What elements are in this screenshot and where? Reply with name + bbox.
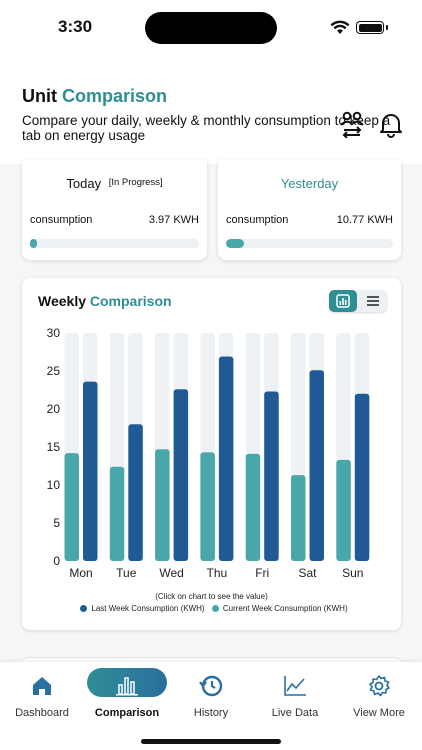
today-consumption-label: consumption — [30, 214, 93, 226]
bar-last-week-sun — [354, 393, 370, 561]
bar-last-week-thu — [218, 356, 234, 561]
tab-live-data[interactable]: Live Data — [253, 672, 337, 719]
yesterday-card[interactable]: Yesterday consumption 10.77 KWH — [218, 160, 401, 260]
bar-last-week-wed — [173, 389, 189, 561]
today-title: Today — [66, 176, 102, 191]
tab-history[interactable]: History — [169, 672, 253, 719]
chart-legend: Last Week Consumption (KWH) Current Week… — [22, 604, 401, 613]
bar-current-week-mon — [64, 453, 79, 561]
yesterday-title: Yesterday — [280, 176, 339, 191]
tab-dashboard[interactable]: Dashboard — [0, 672, 84, 719]
bar-last-week-fri — [264, 391, 279, 561]
y-tick-label: 25 — [47, 364, 61, 378]
list-view-button[interactable] — [359, 290, 387, 312]
weekly-comparison-card: Weekly Comparison 0 5 10 15 20 25 30 Mon Tue Wed T… — [22, 278, 401, 630]
legend-swatch-last-week — [80, 605, 88, 612]
page-subtitle: Compare your daily, weekly & monthly con… — [22, 113, 391, 143]
page-title: Unit Comparison — [22, 86, 168, 106]
bar-last-week-sat — [309, 370, 324, 561]
bar-last-week-mon — [83, 381, 98, 561]
bar-current-week-wed — [155, 449, 170, 561]
status-bar: 3:30 — [0, 0, 422, 56]
today-consumption-value: 3.97 KWH — [148, 214, 199, 226]
yesterday-consumption-value: 10.77 KWH — [336, 214, 393, 226]
bar-current-week-fri — [245, 453, 261, 561]
next-card-edge — [22, 657, 401, 663]
active-tab-indicator — [87, 668, 167, 697]
x-tick-label: Fri — [255, 566, 269, 580]
x-tick-label: Thu — [207, 566, 228, 580]
x-tick-label: Mon — [69, 566, 92, 580]
y-tick-label: 30 — [47, 326, 61, 340]
y-tick-label: 5 — [53, 516, 60, 530]
x-tick-label: Tue — [116, 566, 137, 580]
tab-comparison[interactable]: Comparison — [85, 672, 169, 719]
in-progress-badge: [In Progress] — [108, 177, 163, 188]
x-tick-label: Sat — [298, 566, 317, 580]
history-icon — [199, 675, 223, 697]
weekly-comparison-title: Weekly Comparison — [38, 293, 172, 309]
wifi-icon — [330, 20, 350, 34]
today-card[interactable]: Today [In Progress] consumption 3.97 KWH — [22, 160, 207, 260]
battery-icon — [356, 21, 384, 34]
x-tick-label: Sun — [342, 566, 363, 580]
legend-label-current-week: Current Week Consumption (KWH) — [222, 604, 348, 613]
tab-view-more[interactable]: View More — [337, 672, 421, 719]
y-tick-label: 15 — [47, 440, 61, 454]
bar-chart-icon — [116, 677, 138, 696]
yesterday-consumption-label: consumption — [226, 214, 289, 226]
users-swap-icon[interactable] — [338, 110, 366, 138]
y-tick-label: 0 — [53, 554, 60, 568]
bar-last-week-tue — [128, 424, 143, 561]
weekly-bar-chart[interactable]: 0 5 10 15 20 25 30 Mon Tue Wed Thu Fri Sat Sun — [22, 322, 401, 590]
bar-current-week-thu — [200, 452, 215, 561]
bottom-tab-bar: Dashboard Comparison History Live Data — [0, 662, 422, 750]
list-icon — [367, 296, 379, 306]
y-tick-label: 10 — [47, 478, 61, 492]
line-chart-icon — [284, 676, 306, 696]
bar-current-week-sat — [291, 475, 306, 561]
status-time: 3:30 — [58, 17, 93, 36]
gear-icon — [369, 675, 390, 697]
today-progress-bar — [30, 239, 199, 248]
home-icon — [33, 677, 51, 695]
legend-swatch-current-week — [211, 605, 219, 612]
chart-view-toggle — [329, 290, 387, 312]
dynamic-island — [145, 12, 277, 44]
bar-chart-icon — [336, 294, 350, 308]
page-header — [0, 56, 422, 164]
yesterday-progress-bar — [226, 239, 393, 248]
chart-hint: (Click on chart to see the value) — [155, 592, 268, 601]
yesterday-progress-fill — [226, 239, 245, 248]
y-tick-label: 20 — [47, 402, 61, 416]
bell-icon[interactable] — [377, 110, 405, 138]
home-indicator — [141, 739, 281, 744]
x-tick-label: Wed — [159, 566, 183, 580]
bar-view-button[interactable] — [329, 290, 357, 312]
bar-current-week-tue — [109, 466, 125, 561]
today-progress-fill — [30, 239, 37, 248]
legend-label-last-week: Last Week Consumption (KWH) — [91, 604, 205, 613]
bar-current-week-sun — [336, 459, 351, 561]
